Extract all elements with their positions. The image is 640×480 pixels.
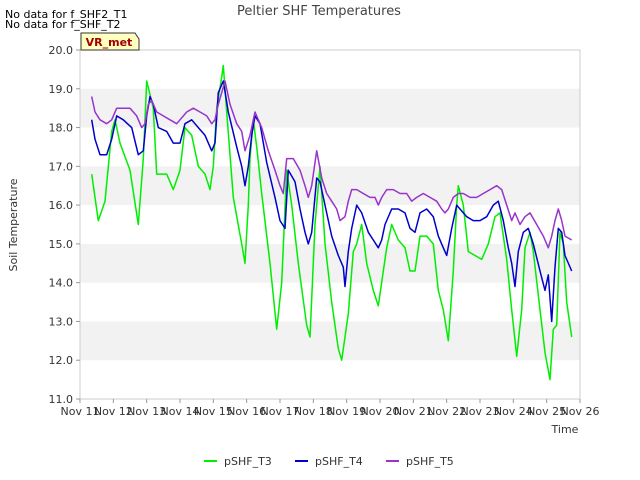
chart-title: Peltier SHF Temperatures — [237, 4, 401, 19]
x-tick-label: Nov 12 — [94, 405, 133, 418]
x-tick-label: Nov 26 — [561, 405, 600, 418]
plot-border — [79, 49, 581, 400]
y-axis-label: Soil Temperature — [7, 178, 20, 271]
x-tick-label: Nov 13 — [127, 405, 166, 418]
series-lines — [90, 64, 573, 381]
legend-label-pSHF_T4: pSHF_T4 — [315, 455, 363, 468]
site-badge-box — [80, 32, 140, 51]
series-line-pSHF_T4 — [90, 80, 573, 323]
grid-band — [80, 321, 580, 361]
x-tick-label: Nov 19 — [327, 405, 366, 418]
y-tick-label: 16.0 — [49, 199, 74, 212]
x-tick-label: Nov 24 — [494, 405, 533, 418]
x-tick-label: Nov 22 — [427, 405, 466, 418]
x-axis-label: Time — [551, 423, 579, 436]
y-tick-label: 19.0 — [49, 83, 74, 96]
y-tick-label: 18.0 — [49, 122, 74, 135]
y-tick-label: 11.0 — [49, 393, 74, 406]
series-line-pSHF_T5 — [90, 80, 573, 249]
x-tick-label: Nov 17 — [261, 405, 300, 418]
legend-label-pSHF_T3: pSHF_T3 — [224, 455, 272, 468]
x-tick-label: Nov 25 — [527, 405, 566, 418]
y-axis: 11.0 12.0 13.0 14.0 15.0 16.0 17.0 18.0 19.0 20.0 — [49, 44, 80, 406]
x-tick-label: Nov 14 — [161, 405, 200, 418]
y-tick-label: 13.0 — [49, 315, 74, 328]
y-tick-label: 17.0 — [49, 160, 74, 173]
y-tick-label: 15.0 — [49, 238, 74, 251]
y-tick-label: 12.0 — [49, 354, 74, 367]
x-tick-label: Nov 15 — [194, 405, 233, 418]
legend: pSHF_T3 pSHF_T4 pSHF_T5 — [204, 455, 454, 468]
grid-band — [80, 88, 580, 128]
x-tick-label: Nov 16 — [227, 405, 266, 418]
x-tick-label: Nov 21 — [394, 405, 433, 418]
x-tick-label: Nov 20 — [361, 405, 400, 418]
x-tick-label: Nov 11 — [61, 405, 100, 418]
grid-band — [80, 243, 580, 283]
no-data-note-1: No data for f_SHF2_T1 — [5, 8, 128, 21]
x-tick-label: Nov 23 — [461, 405, 500, 418]
site-badge-label: VR_met — [86, 36, 133, 49]
y-tick-label: 20.0 — [49, 44, 74, 57]
series-line-pSHF_T3 — [90, 64, 573, 381]
no-data-note-2: No data for f_SHF_T2 — [5, 18, 121, 31]
site-badge: VR_met — [80, 32, 140, 51]
y-tick-label: 14.0 — [49, 277, 74, 290]
x-tick-label: Nov 18 — [294, 405, 333, 418]
legend-label-pSHF_T5: pSHF_T5 — [406, 455, 454, 468]
